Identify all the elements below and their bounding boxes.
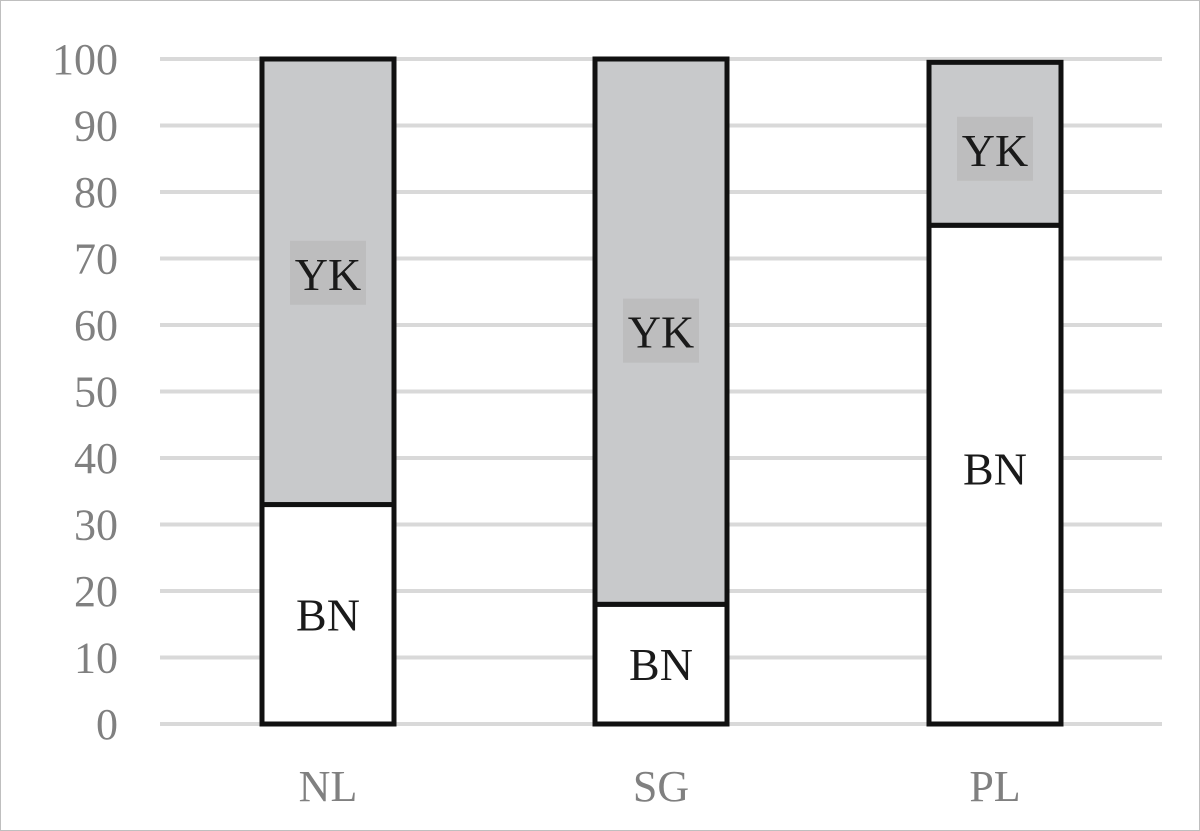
bars: BN YK BN YK BN YK xyxy=(259,56,1064,727)
x-tick-label-sg: SG xyxy=(633,762,689,811)
bar-segment-yk-nl xyxy=(259,56,397,508)
y-tick-label: 50 xyxy=(74,368,118,417)
segment-label-yk: YK xyxy=(628,307,694,358)
segment-label-box xyxy=(623,298,699,363)
segment-label-bn: BN xyxy=(963,444,1027,495)
y-tick-label: 60 xyxy=(74,301,118,350)
y-tick-label: 40 xyxy=(74,434,118,483)
y-tick-label: 90 xyxy=(74,102,118,151)
y-tick-label: 30 xyxy=(74,501,118,550)
y-tick-label: 0 xyxy=(96,700,118,749)
bar-segment-bn-sg xyxy=(592,601,730,727)
segment-label-box xyxy=(957,116,1033,181)
segment-label-yk: YK xyxy=(295,249,361,300)
x-tick-label-nl: NL xyxy=(299,762,358,811)
x-axis-ticks: NL SG PL xyxy=(299,762,1021,811)
segment-label-box xyxy=(290,240,366,305)
y-tick-label: 10 xyxy=(74,634,118,683)
y-tick-label: 70 xyxy=(74,235,118,284)
segment-label-bn: BN xyxy=(296,589,360,640)
bar-segment-bn-pl xyxy=(926,222,1064,727)
segment-label-yk: YK xyxy=(962,125,1028,176)
y-axis-ticks: 0 10 20 30 40 50 60 70 80 90 100 xyxy=(52,35,118,749)
x-tick-label-pl: PL xyxy=(969,762,1020,811)
y-tick-label: 80 xyxy=(74,168,118,217)
y-tick-label: 100 xyxy=(52,35,118,84)
y-tick-label: 20 xyxy=(74,567,118,616)
segment-label-bn: BN xyxy=(629,639,693,690)
